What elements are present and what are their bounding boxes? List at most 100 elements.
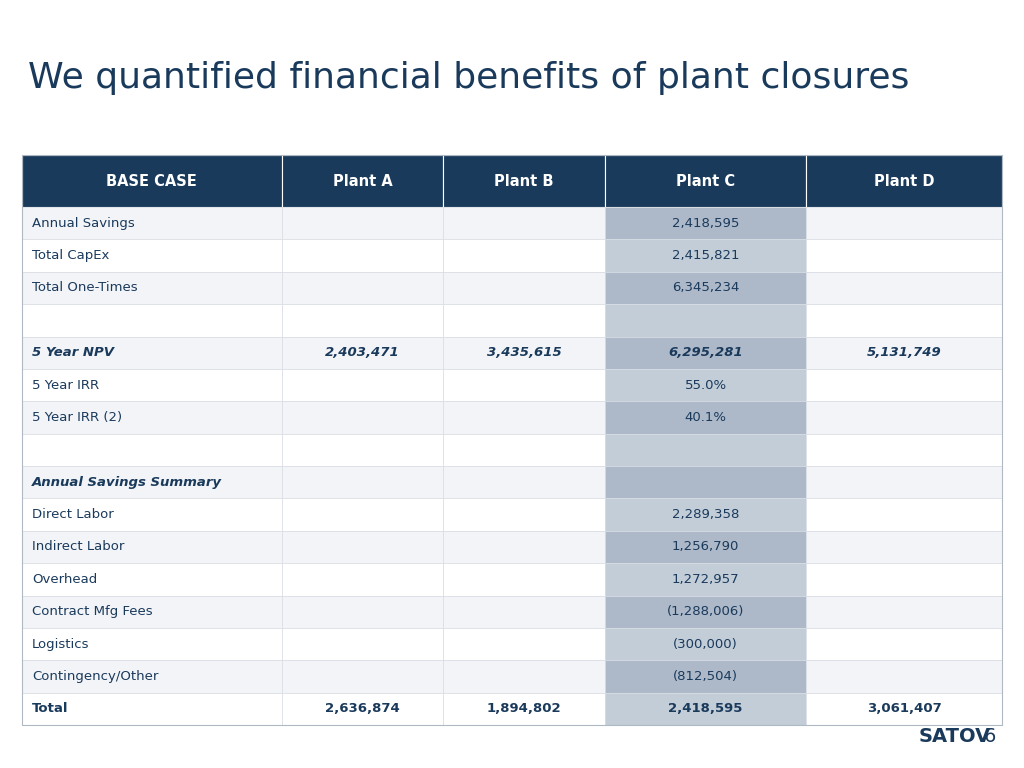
Bar [282,401,443,434]
Text: Annual Savings: Annual Savings [32,217,135,230]
Bar [282,660,443,693]
Text: Logistics: Logistics [32,637,89,650]
Text: 5 Year NPV: 5 Year NPV [32,346,114,359]
Bar [22,272,282,304]
Bar [806,336,1002,369]
Text: (812,504): (812,504) [673,670,738,683]
Bar [22,207,282,240]
Bar [22,401,282,434]
Text: 6,345,234: 6,345,234 [672,281,739,294]
Bar [282,628,443,660]
Bar [22,336,282,369]
Text: Direct Labor: Direct Labor [32,508,114,521]
Bar [22,155,1002,725]
Text: 1,272,957: 1,272,957 [672,573,739,586]
Bar [22,240,282,272]
Text: 5 Year IRR: 5 Year IRR [32,379,99,392]
Bar [806,369,1002,401]
Bar [605,272,806,304]
Bar [806,401,1002,434]
Bar [282,207,443,240]
Bar [443,272,605,304]
Text: 3,061,407: 3,061,407 [866,702,941,715]
Bar [22,498,282,531]
Bar [282,272,443,304]
Bar [605,304,806,336]
Bar [605,595,806,628]
Bar [806,628,1002,660]
Bar [806,240,1002,272]
Bar [443,304,605,336]
Bar [806,272,1002,304]
Bar [806,434,1002,466]
Text: (300,000): (300,000) [673,637,738,650]
Text: 6: 6 [984,727,996,746]
Bar [443,563,605,595]
Bar [605,336,806,369]
Text: Annual Savings Summary: Annual Savings Summary [32,475,222,488]
Bar [806,304,1002,336]
Bar [282,466,443,498]
Text: (1,288,006): (1,288,006) [667,605,744,618]
Bar [443,155,605,207]
Bar [806,498,1002,531]
Bar [282,369,443,401]
Text: SATOV: SATOV [919,727,991,746]
Text: Contingency/Other: Contingency/Other [32,670,159,683]
Bar [806,660,1002,693]
Text: Plant C: Plant C [676,174,735,188]
Bar [443,466,605,498]
Text: 2,403,471: 2,403,471 [326,346,400,359]
Text: Total: Total [32,702,69,715]
Bar [22,693,282,725]
Bar [443,498,605,531]
Bar [22,466,282,498]
Bar [282,304,443,336]
Bar [806,466,1002,498]
Bar [605,155,806,207]
Text: Overhead: Overhead [32,573,97,586]
Bar [282,498,443,531]
Bar [22,563,282,595]
Bar [443,660,605,693]
Text: Total CapEx: Total CapEx [32,249,110,262]
Text: 3,435,615: 3,435,615 [486,346,561,359]
Text: 1,894,802: 1,894,802 [487,702,561,715]
Bar [443,369,605,401]
Bar [605,498,806,531]
Bar [282,595,443,628]
Text: Contract Mfg Fees: Contract Mfg Fees [32,605,153,618]
Bar [443,240,605,272]
Text: Plant B: Plant B [495,174,554,188]
Bar [282,240,443,272]
Bar [443,401,605,434]
Bar [605,563,806,595]
Bar [605,466,806,498]
Bar [282,693,443,725]
Bar [443,336,605,369]
Text: 55.0%: 55.0% [684,379,727,392]
Bar [806,155,1002,207]
Bar [282,434,443,466]
Bar [443,434,605,466]
Bar [806,693,1002,725]
Bar [806,531,1002,563]
Text: 2,418,595: 2,418,595 [672,217,739,230]
Bar [605,240,806,272]
Bar [605,531,806,563]
Text: 2,415,821: 2,415,821 [672,249,739,262]
Bar [22,369,282,401]
Bar [605,628,806,660]
Text: 5,131,749: 5,131,749 [866,346,941,359]
Bar [282,336,443,369]
Bar [605,693,806,725]
Text: 5 Year IRR (2): 5 Year IRR (2) [32,411,122,424]
Bar [22,628,282,660]
Bar [605,434,806,466]
Text: Plant A: Plant A [333,174,392,188]
Bar [22,304,282,336]
Text: BASE CASE: BASE CASE [106,174,198,188]
Bar [22,155,282,207]
Bar [282,563,443,595]
Bar [605,401,806,434]
